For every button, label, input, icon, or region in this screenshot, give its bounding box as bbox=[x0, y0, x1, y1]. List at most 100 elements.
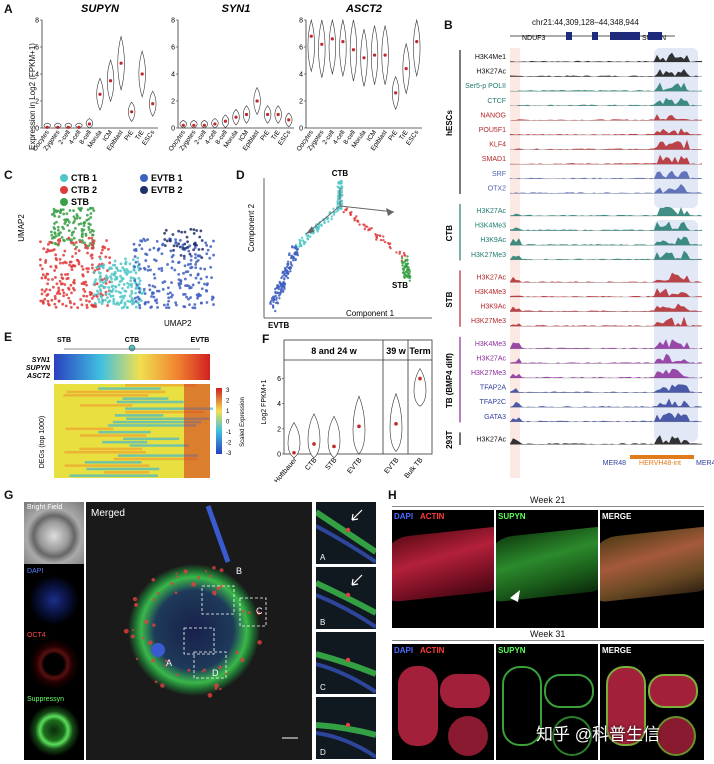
umap-point-3 bbox=[151, 291, 154, 295]
umap-point-2 bbox=[92, 270, 96, 274]
umap-point-1 bbox=[80, 303, 84, 307]
highlight-left bbox=[510, 48, 520, 478]
umap-point-1 bbox=[86, 251, 89, 255]
umap-point-3 bbox=[173, 268, 177, 272]
track-signal-3-1 bbox=[510, 353, 702, 364]
umap-point-4 bbox=[164, 228, 168, 232]
h-week21-dapi-actin: DAPI ACTIN bbox=[392, 510, 494, 628]
traj-point bbox=[406, 258, 409, 261]
umap-point-1 bbox=[63, 283, 67, 286]
f-category-4: EVTB bbox=[383, 457, 400, 476]
traj-point bbox=[395, 251, 398, 254]
f-header-0: 8 and 24 w bbox=[311, 346, 358, 356]
track-label-0-9: OTX2 bbox=[488, 185, 506, 192]
umap-point-4 bbox=[185, 235, 189, 239]
merged-red-dot bbox=[134, 602, 139, 607]
umap-point-1 bbox=[61, 277, 65, 280]
panel-a-stage-label-1-9: TrE bbox=[270, 129, 282, 142]
umap-point-3 bbox=[203, 267, 207, 271]
umap-legend-dot-4 bbox=[140, 186, 148, 194]
umap-point-4 bbox=[179, 253, 183, 257]
umap-point-1 bbox=[46, 242, 50, 246]
inset-arrow-icon-0 bbox=[351, 509, 363, 521]
h-tissue-red bbox=[392, 525, 494, 603]
umap-point-1 bbox=[85, 283, 88, 287]
traj-point bbox=[358, 223, 361, 226]
umap-point-1 bbox=[104, 282, 108, 285]
week21-label: Week 21 bbox=[530, 495, 566, 505]
umap-point-0 bbox=[64, 218, 68, 221]
umap-point-3 bbox=[189, 273, 193, 277]
umap-point-1 bbox=[54, 253, 58, 257]
umap-point-1 bbox=[67, 296, 71, 300]
umap-point-0 bbox=[50, 212, 54, 216]
bottom-label-2: MER48 bbox=[696, 460, 714, 467]
umap-point-1 bbox=[58, 257, 62, 261]
umap-legend-dot-2 bbox=[60, 198, 68, 206]
umap-point-1 bbox=[75, 258, 79, 262]
umap-point-1 bbox=[87, 236, 91, 240]
umap-point-0 bbox=[61, 225, 64, 229]
umap-point-3 bbox=[189, 296, 192, 299]
umap-point-1 bbox=[46, 282, 49, 286]
merged-red-dot bbox=[148, 640, 153, 646]
panel-a-median-2-7 bbox=[383, 53, 387, 57]
traj-point bbox=[289, 270, 292, 273]
umap-point-2 bbox=[104, 279, 108, 283]
umap-point-0 bbox=[53, 222, 56, 225]
umap-point-0 bbox=[72, 236, 76, 240]
traj-point bbox=[375, 234, 378, 238]
umap-point-0 bbox=[88, 230, 92, 234]
f-violin-0 bbox=[287, 422, 301, 459]
traj-point bbox=[367, 228, 370, 232]
track-label-3-0: H3K4Me3 bbox=[475, 341, 506, 348]
umap-point-2 bbox=[110, 277, 113, 281]
track-label-0-2: Ser5-p POLII bbox=[465, 83, 506, 90]
merged-red-dot bbox=[152, 598, 156, 602]
umap-point-0 bbox=[87, 222, 91, 225]
umap-point-2 bbox=[114, 289, 118, 293]
umap-point-3 bbox=[178, 238, 182, 242]
traj-point bbox=[280, 276, 283, 280]
inset-blue-band-3 bbox=[316, 731, 376, 759]
umap-point-2 bbox=[96, 289, 99, 293]
umap-point-0 bbox=[86, 208, 90, 212]
panel-a-median-1-6 bbox=[244, 112, 249, 117]
track-signal-2-3 bbox=[510, 316, 702, 327]
heat-band bbox=[129, 444, 189, 447]
umap-point-1 bbox=[44, 276, 47, 280]
panel-a-title-0: SUPYN bbox=[81, 3, 120, 15]
umap-point-4 bbox=[163, 244, 167, 248]
umap-point-3 bbox=[167, 306, 171, 310]
umap-point-0 bbox=[52, 235, 56, 239]
umap-point-1 bbox=[101, 248, 104, 252]
umap-point-0 bbox=[82, 224, 86, 228]
umap-point-3 bbox=[147, 265, 151, 268]
umap-point-2 bbox=[132, 269, 136, 272]
merged-blue-blob bbox=[151, 643, 165, 657]
umap-point-3 bbox=[133, 255, 137, 258]
umap-point-0 bbox=[77, 222, 81, 226]
heat-scale-tick-1: 2 bbox=[226, 399, 230, 405]
umap-point-3 bbox=[197, 254, 201, 258]
umap-point-2 bbox=[101, 281, 105, 285]
heat-gene-rows bbox=[54, 354, 210, 380]
umap-point-2 bbox=[138, 279, 142, 283]
umap-point-3 bbox=[194, 256, 197, 260]
umap-point-2 bbox=[113, 277, 117, 281]
umap-point-1 bbox=[81, 268, 85, 271]
inset-1: B bbox=[316, 567, 376, 629]
inset-red-dot-1 bbox=[345, 592, 351, 598]
umap-point-3 bbox=[155, 289, 159, 293]
panel-a-yticklabel-2-1: 2 bbox=[299, 99, 303, 106]
bottom-label-1: HERVH48-int bbox=[639, 460, 681, 467]
bottom-label-0: MER48 bbox=[603, 460, 626, 467]
heat-gene-0: SYN1 bbox=[32, 357, 50, 364]
umap-point-4 bbox=[201, 247, 205, 251]
umap-point-2 bbox=[131, 302, 134, 306]
traj-point bbox=[304, 241, 307, 244]
umap-point-1 bbox=[48, 240, 52, 244]
umap-point-1 bbox=[54, 276, 57, 279]
umap-point-3 bbox=[165, 306, 168, 310]
panel-a-yticklabel-0-0: 0 bbox=[35, 126, 39, 133]
